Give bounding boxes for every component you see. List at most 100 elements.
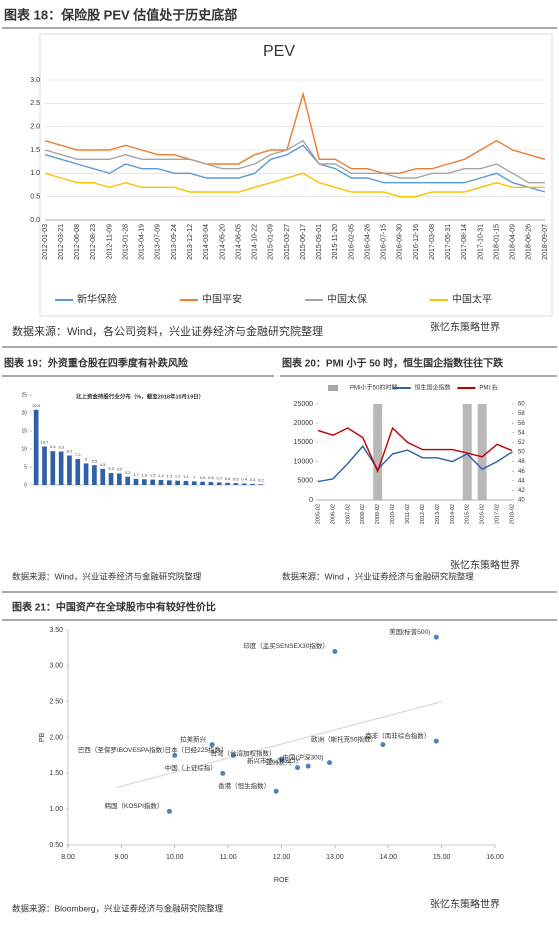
y-tick-label: 10000 — [294, 458, 314, 465]
point-label: 南非（南非综合指数） — [365, 731, 430, 740]
bar — [250, 483, 255, 485]
period-bar — [373, 404, 383, 500]
point-label: 巴西（圣保罗IBOVESPA指数） — [78, 745, 169, 754]
chart-subtitle: PEV — [263, 43, 295, 60]
y-tick-label: 5000 — [297, 478, 313, 485]
x-tick-label: 2016-07-15 — [381, 224, 388, 260]
trendline — [115, 701, 442, 789]
value-label: 1.7 — [133, 472, 139, 477]
x-tick-label: 14.00 — [379, 854, 397, 861]
y-tick-label: 20000 — [294, 420, 314, 427]
x-tick-label: 2006-02 — [330, 504, 336, 524]
value-label: 0.2 — [258, 477, 264, 482]
point-label: 美国(标普500) — [389, 627, 430, 636]
line-series — [44, 139, 545, 184]
bar — [216, 482, 222, 485]
figure-heading: 图表 21：中国资产在全球股市中有较好性价比 — [12, 601, 216, 614]
watermark: 张忆东策略世界 — [450, 559, 520, 572]
legend-label: 恒生国企指数 — [415, 384, 451, 392]
point — [172, 752, 178, 758]
watermark: 张忆东策略世界 — [430, 321, 500, 334]
x-tick-label: 2017-03-08 — [429, 224, 436, 260]
x-tick-label: 2018-06-26 — [526, 224, 533, 260]
y2-tick-label: 48 — [518, 459, 525, 465]
value-label: 1.5 — [150, 473, 156, 478]
line-series — [44, 144, 546, 193]
value-label: 3.3 — [108, 466, 114, 471]
value-label: 3.2 — [117, 467, 123, 472]
x-tick-label: 2012-03-21 — [58, 224, 65, 260]
x-tick-label: 2015-06-17 — [300, 224, 307, 260]
point — [332, 649, 338, 654]
value-label: 9.4 — [50, 444, 56, 449]
bar — [100, 468, 106, 485]
y-tick-label: 2.50 — [49, 699, 63, 706]
x-tick-label: 2018-04-09 — [510, 224, 517, 260]
figure-heading: 图表 20：PMI 小于 50 时，恒生国企指数往往下跌 — [282, 357, 504, 370]
value-label: 1 — [193, 474, 196, 479]
point — [295, 765, 301, 771]
x-tick-label: 2007-02 — [345, 504, 351, 524]
bar — [158, 479, 164, 485]
point — [433, 634, 439, 640]
y2-tick-label: 58 — [518, 411, 525, 417]
value-label: 20.9 — [32, 403, 41, 408]
bar — [200, 481, 205, 485]
y-tick-label: 15 — [21, 428, 27, 434]
legend-label: 中国平安 — [202, 293, 242, 306]
value-label: 5.5 — [92, 458, 98, 463]
legend-label: 中国太保 — [327, 293, 367, 306]
y-tick-label: 2.0 — [30, 124, 40, 131]
source-note: 数据来源：Bloomberg，兴业证券经济与金融研究院整理 — [12, 903, 224, 913]
x-tick-label: 12.00 — [273, 854, 291, 861]
x-tick-label: 2008-02 — [360, 504, 366, 524]
line-series — [317, 426, 513, 474]
bar — [233, 483, 239, 485]
x-tick-label: 2013-04-19 — [139, 224, 146, 260]
bar — [67, 455, 72, 485]
x-tick-label: 2018-09-07 — [542, 224, 549, 260]
bar — [50, 451, 56, 485]
x-tick-label: 2012-02 — [420, 504, 426, 524]
x-tick-label: 2014-02 — [450, 504, 456, 524]
y2-tick-label: 60 — [518, 402, 525, 408]
value-label: 10.7 — [41, 440, 50, 445]
point — [380, 742, 386, 748]
value-label: 0.3 — [250, 477, 256, 482]
point-label: 中国（上证综指） — [165, 763, 217, 772]
x-tick-label: 15.00 — [433, 854, 451, 861]
line-series — [317, 445, 513, 483]
x-tick-label: 2009-02 — [375, 504, 381, 524]
source-note: 数据来源：Wind，各公司资料，兴业证券经济与金融研究院整理 — [12, 324, 323, 338]
bar — [208, 482, 214, 485]
x-tick-label: 2013-09-24 — [171, 224, 178, 260]
value-label: 4.5 — [100, 462, 106, 467]
x-tick-label: 2018-01-15 — [493, 224, 500, 260]
point-label: 台湾（台湾加权指数） — [211, 749, 276, 758]
source-note: 数据来源：Wind ，兴业证券经济与金融研究院整理 — [282, 571, 474, 581]
legend-label: PMI小于50的时期 — [350, 384, 397, 392]
point-label: 欧洲（斯托克50指数） — [311, 734, 377, 743]
x-tick-label: 2012-08-23 — [90, 224, 97, 260]
point — [327, 760, 333, 766]
bar — [191, 481, 197, 485]
y2-tick-label: 40 — [518, 498, 525, 504]
bar — [108, 473, 114, 485]
x-tick-label: 2015-01-09 — [268, 224, 275, 260]
bar — [175, 480, 180, 485]
x-tick-label: 2014-08-05 — [235, 224, 242, 260]
x-tick-label: 16.00 — [486, 854, 504, 861]
x-tick-label: 2015-02 — [465, 504, 471, 524]
chart-subtitle: 北上资金持股行业分布（%，截至2018年10月19日） — [76, 392, 204, 400]
bar — [83, 463, 89, 485]
line-series — [44, 172, 545, 198]
y-tick-label: 15000 — [294, 439, 314, 446]
x-tick-label: 2010-02 — [390, 504, 396, 524]
point-label: 韩国（KOSPI指数） — [105, 801, 164, 810]
value-label: 6 — [85, 456, 88, 461]
y-tick-label: 1.5 — [30, 147, 40, 154]
bar — [150, 479, 155, 485]
y-tick-label: 2.5 — [30, 100, 40, 107]
value-label: 1.3 — [167, 473, 173, 478]
